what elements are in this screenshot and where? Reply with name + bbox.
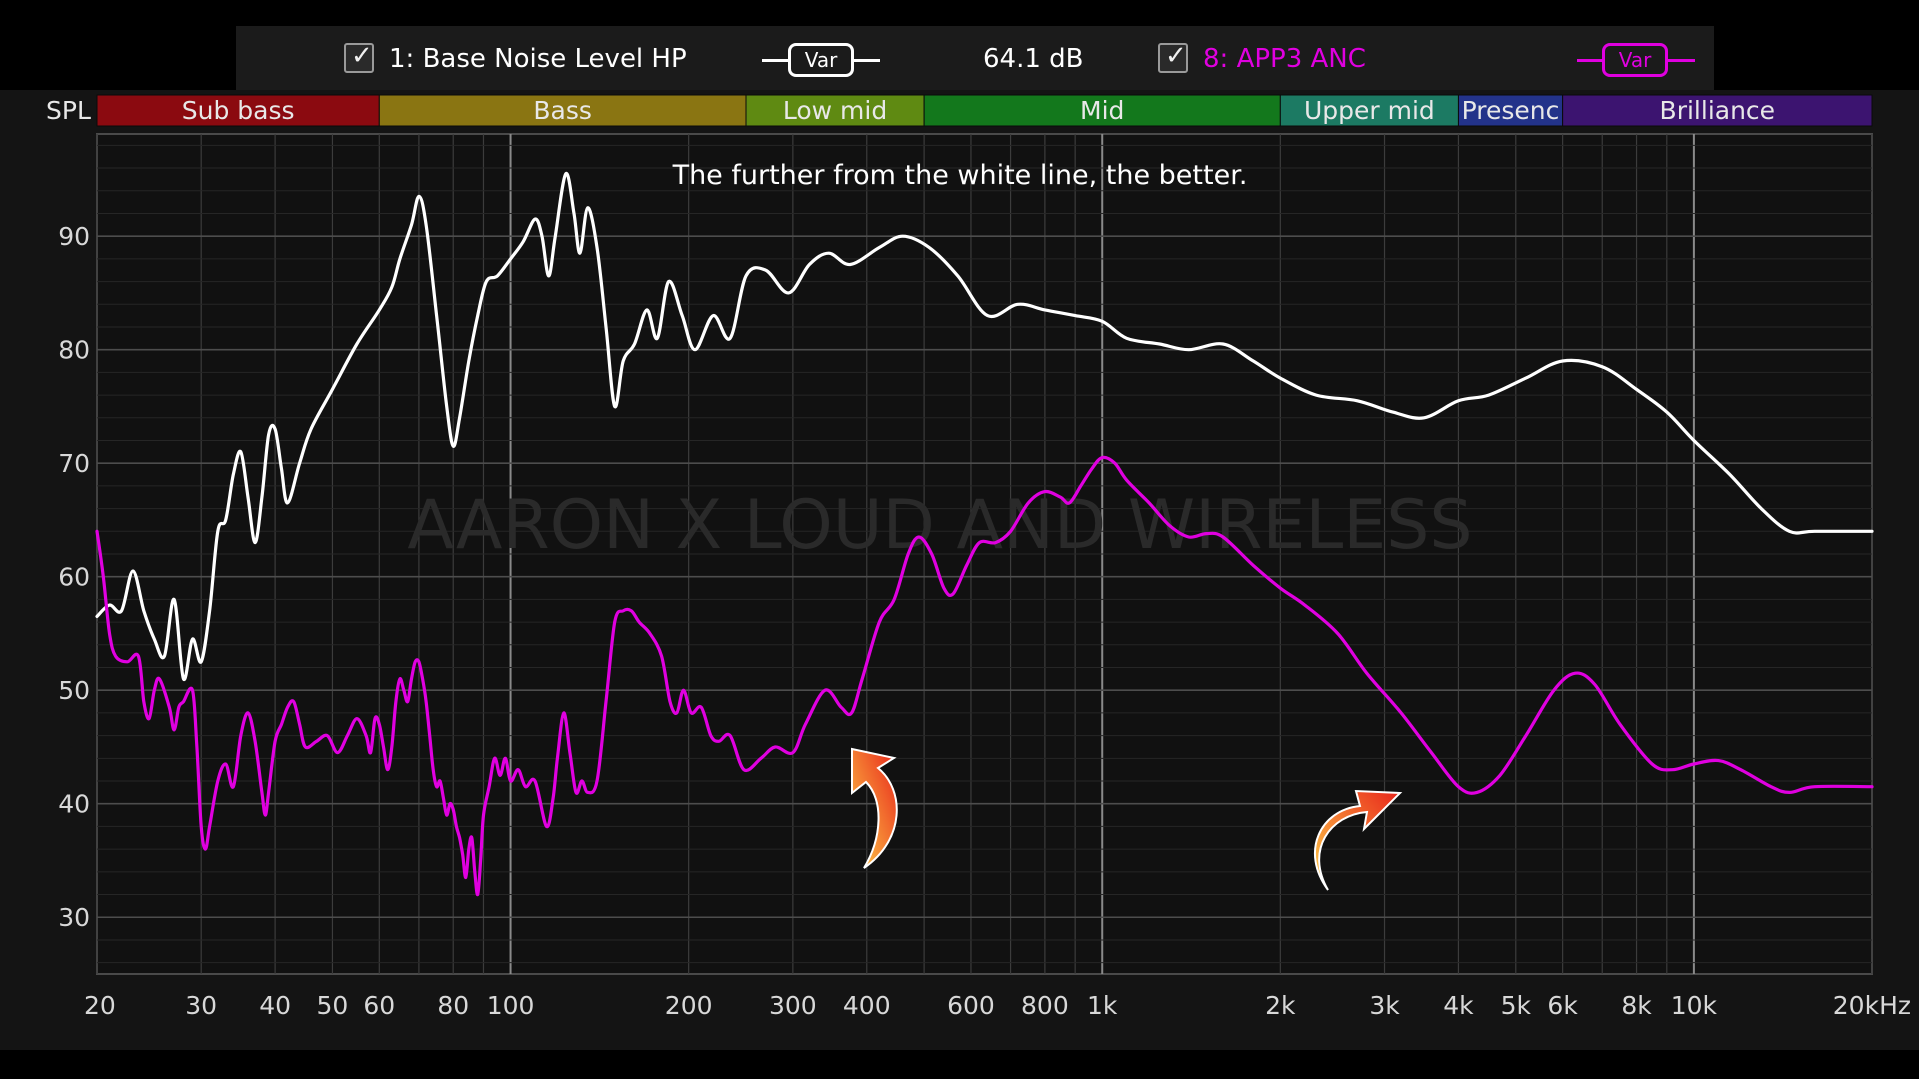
x-tick-label: 80 [437, 991, 469, 1020]
y-tick-label: 70 [58, 449, 90, 478]
x-tick-label: 4k [1443, 991, 1474, 1020]
series-base-noise-line [95, 172, 1874, 681]
x-tick-label: 400 [843, 991, 891, 1020]
x-tick-label: 20kHz [1833, 991, 1911, 1020]
band-sub-bass [96, 94, 380, 127]
x-tick-label: 200 [665, 991, 713, 1020]
y-axis-label: SPL [46, 96, 91, 125]
band-label: Upper mid [1304, 96, 1435, 125]
series2-checkbox[interactable]: ✓ [1158, 41, 1188, 73]
watermark-text: AARON X LOUD AND WIRELESS [407, 486, 1472, 565]
x-tick-label: 30 [185, 991, 217, 1020]
arrow-icon [1313, 789, 1403, 891]
y-tick-label: 90 [58, 222, 90, 251]
y-tick-label: 60 [58, 563, 90, 592]
y-tick-label: 50 [58, 676, 90, 705]
y-tick-label: 30 [58, 903, 90, 932]
x-tick-label: 20 [84, 991, 116, 1020]
arrow-icon [851, 747, 898, 869]
series1-label: 1: Base Noise Level HP [389, 44, 687, 74]
band-label: Brilliance [1660, 96, 1776, 125]
x-tick-label: 800 [1021, 991, 1069, 1020]
band-mid [923, 94, 1281, 127]
band-label: Presenc [1462, 96, 1560, 125]
x-tick-label: 3k [1369, 991, 1400, 1020]
y-tick-label: 80 [58, 336, 90, 365]
x-tick-label: 2k [1265, 991, 1296, 1020]
chart-annotation: The further from the white line, the bet… [672, 160, 1248, 191]
series2-var-button[interactable]: Var [1602, 43, 1668, 77]
band-label: Low mid [783, 96, 887, 125]
legend-bar [236, 26, 1714, 90]
y-tick-label: 40 [58, 790, 90, 819]
band-brilliance [1562, 94, 1873, 127]
band-label: Sub bass [182, 96, 295, 125]
series1-var-button[interactable]: Var [788, 43, 854, 77]
band-label: Mid [1080, 96, 1124, 125]
series1-checkbox[interactable]: ✓ [344, 41, 374, 73]
x-tick-label: 100 [487, 991, 535, 1020]
band-bass [378, 94, 747, 127]
x-tick-label: 6k [1547, 991, 1578, 1020]
band-upper-mid [1279, 94, 1459, 127]
x-tick-label: 10k [1671, 991, 1718, 1020]
x-tick-label: 40 [259, 991, 291, 1020]
x-tick-label: 600 [947, 991, 995, 1020]
series2-var-label: Var [1618, 48, 1652, 72]
band-label: Bass [533, 96, 592, 125]
checkmark-icon: ✓ [1165, 41, 1187, 71]
checkmark-icon: ✓ [351, 41, 373, 71]
series-app3-anc-line [95, 455, 1874, 897]
band-presenc [1457, 94, 1564, 127]
x-tick-label: 1k [1087, 991, 1118, 1020]
band-low-mid [745, 94, 925, 127]
x-tick-label: 50 [317, 991, 349, 1020]
x-tick-label: 300 [769, 991, 817, 1020]
x-tick-label: 8k [1621, 991, 1652, 1020]
level-readout: 64.1 dB [983, 44, 1084, 74]
x-tick-label: 60 [363, 991, 395, 1020]
series1-var-label: Var [804, 48, 838, 72]
x-tick-label: 5k [1501, 991, 1532, 1020]
series2-label: 8: APP3 ANC [1203, 44, 1366, 74]
